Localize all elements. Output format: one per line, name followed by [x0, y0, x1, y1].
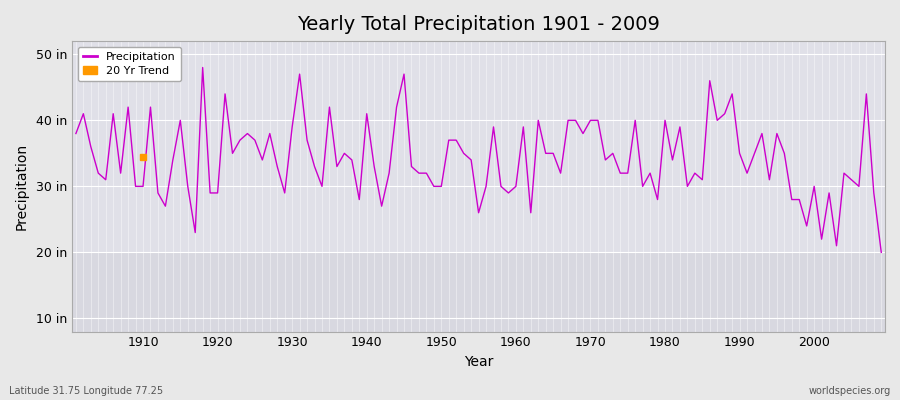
Bar [72, 252, 885, 332]
Title: Yearly Total Precipitation 1901 - 2009: Yearly Total Precipitation 1901 - 2009 [297, 15, 660, 34]
Legend: Precipitation, 20 Yr Trend: Precipitation, 20 Yr Trend [77, 47, 181, 81]
Y-axis label: Precipitation: Precipitation [15, 143, 29, 230]
Text: Latitude 31.75 Longitude 77.25: Latitude 31.75 Longitude 77.25 [9, 386, 163, 396]
X-axis label: Year: Year [464, 355, 493, 369]
Text: worldspecies.org: worldspecies.org [809, 386, 891, 396]
